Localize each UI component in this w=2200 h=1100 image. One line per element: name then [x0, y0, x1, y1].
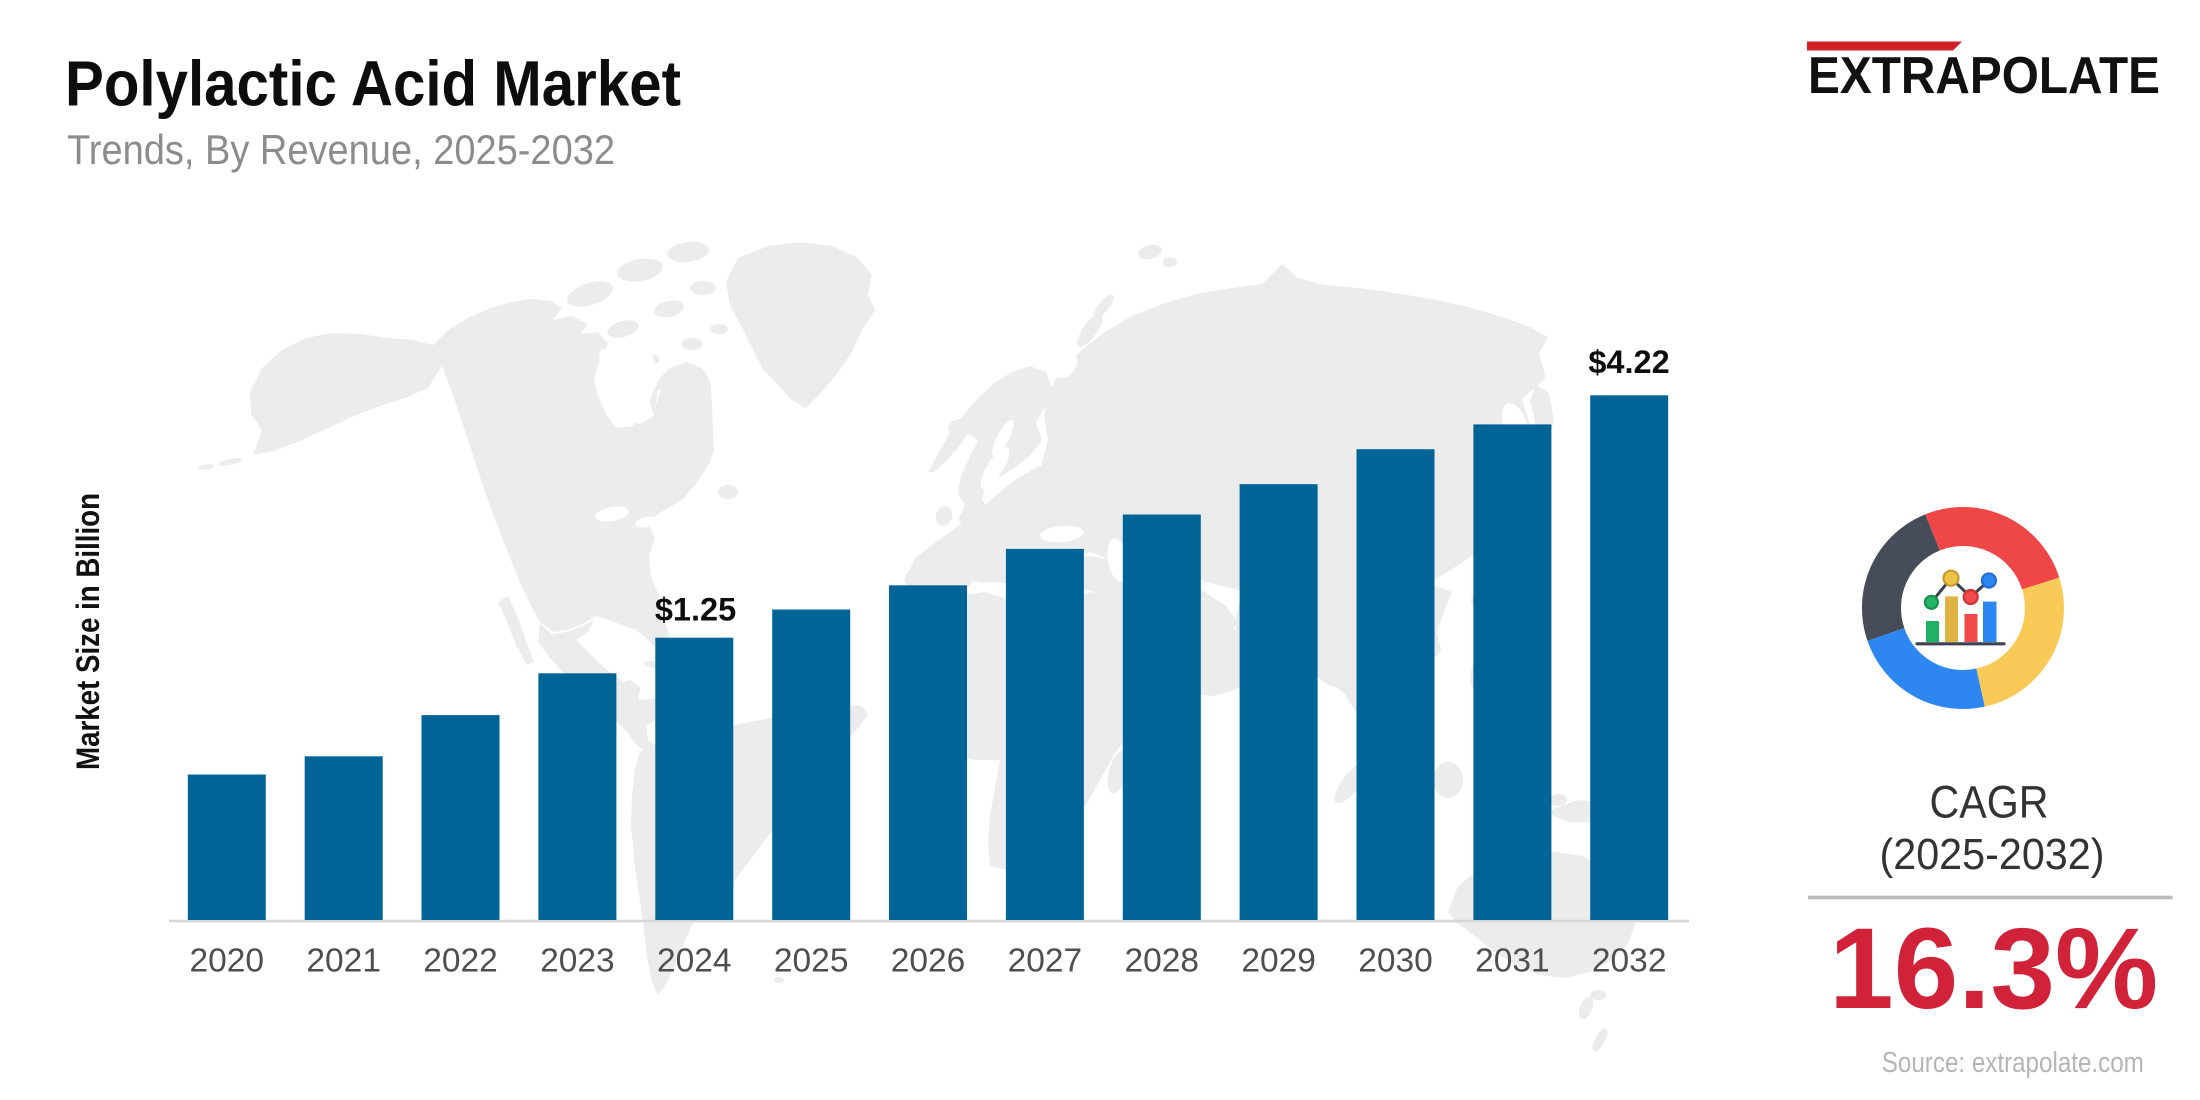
- svg-text:2032: 2032: [1592, 943, 1667, 980]
- svg-text:Polylactic Acid Market: Polylactic Acid Market: [65, 48, 681, 120]
- svg-text:2031: 2031: [1475, 943, 1550, 980]
- svg-text:2023: 2023: [540, 943, 615, 980]
- svg-text:2020: 2020: [190, 943, 265, 980]
- svg-text:2027: 2027: [1008, 943, 1083, 980]
- svg-text:2028: 2028: [1125, 943, 1200, 980]
- svg-text:Market Size in Billion: Market Size in Billion: [70, 493, 106, 770]
- svg-text:2026: 2026: [891, 943, 966, 980]
- svg-text:Source: extrapolate.com: Source: extrapolate.com: [1882, 1047, 2144, 1079]
- svg-text:$1.25: $1.25: [655, 592, 736, 628]
- svg-text:EXTRAPOLATE: EXTRAPOLATE: [1808, 47, 2160, 105]
- svg-text:2030: 2030: [1358, 943, 1433, 980]
- svg-text:2021: 2021: [306, 943, 381, 980]
- svg-text:2029: 2029: [1241, 943, 1316, 980]
- svg-text:Trends, By Revenue, 2025-2032: Trends, By Revenue, 2025-2032: [67, 126, 615, 173]
- svg-text:2022: 2022: [423, 943, 498, 980]
- svg-text:(2025-2032): (2025-2032): [1880, 830, 2105, 879]
- svg-text:CAGR: CAGR: [1930, 777, 2049, 828]
- svg-text:16.3%: 16.3%: [1829, 905, 2158, 1033]
- svg-text:$4.22: $4.22: [1588, 344, 1669, 380]
- svg-text:2024: 2024: [657, 943, 732, 980]
- svg-text:2025: 2025: [774, 943, 849, 980]
